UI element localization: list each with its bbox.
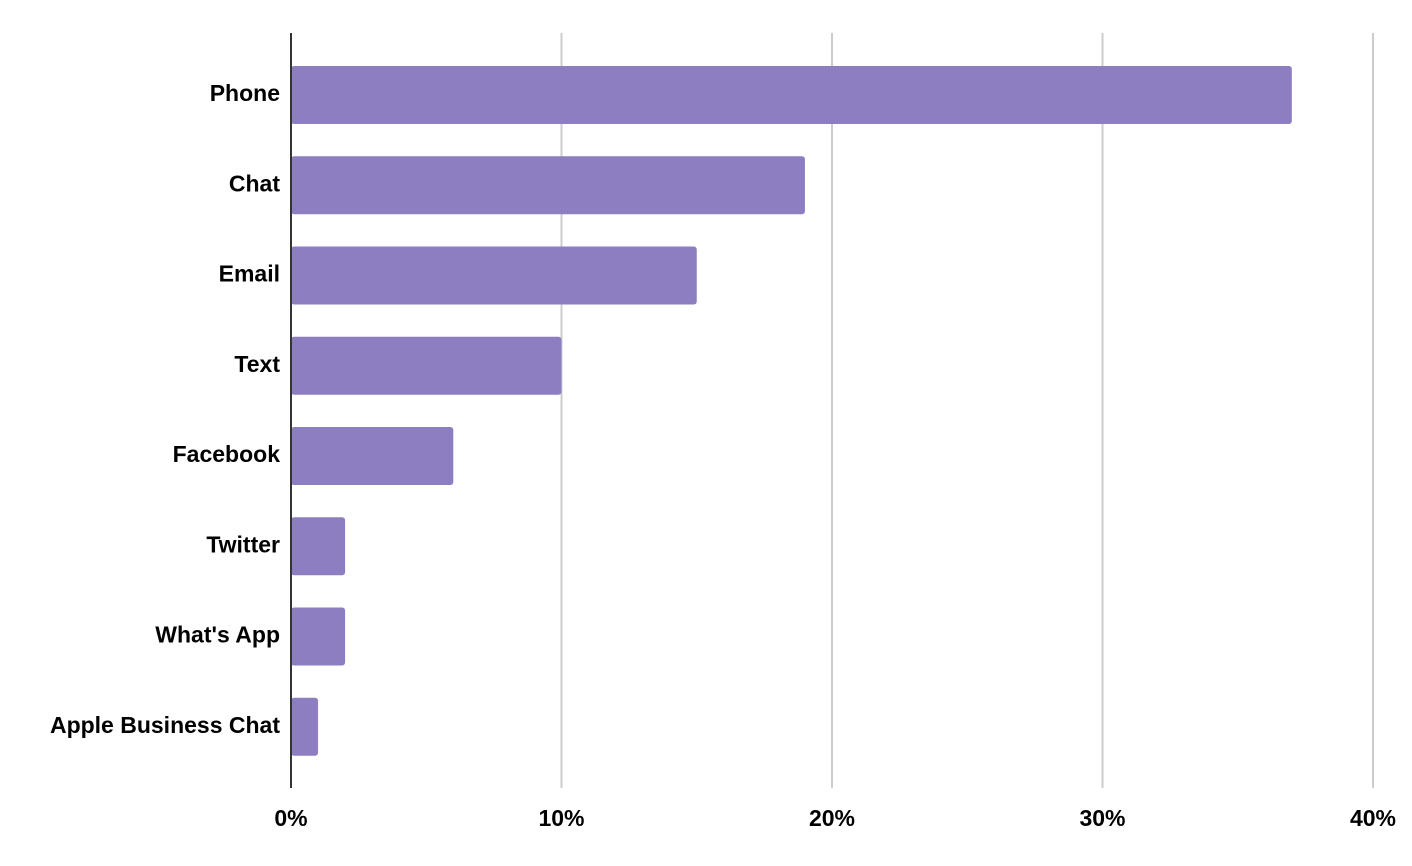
x-tick-label: 20% <box>809 805 855 831</box>
category-label: Apple Business Chat <box>50 712 280 738</box>
gridlines <box>560 33 1374 788</box>
x-tick-label: 10% <box>538 805 584 831</box>
category-label: Email <box>219 261 280 287</box>
category-label: Phone <box>210 80 280 106</box>
bar <box>291 517 346 576</box>
bar <box>291 697 319 756</box>
x-tick-label: 40% <box>1350 805 1396 831</box>
bar <box>291 66 1292 124</box>
x-tick-labels: 0% 10% 20% 30% 40% <box>274 805 1396 831</box>
category-label: Facebook <box>173 441 281 467</box>
x-tick-label: 30% <box>1079 805 1125 831</box>
bar <box>291 336 562 395</box>
x-tick-label: 0% <box>274 805 307 831</box>
bar <box>291 427 454 485</box>
category-label: What's App <box>155 622 280 648</box>
category-label: Twitter <box>206 531 280 557</box>
bar <box>291 607 346 666</box>
bars <box>291 66 1292 756</box>
bar <box>291 156 805 215</box>
category-label: Text <box>234 351 280 377</box>
category-label: Chat <box>229 170 280 196</box>
bar <box>291 246 697 305</box>
category-labels: Phone Chat Email Text Facebook Twitter What's … <box>50 80 280 738</box>
